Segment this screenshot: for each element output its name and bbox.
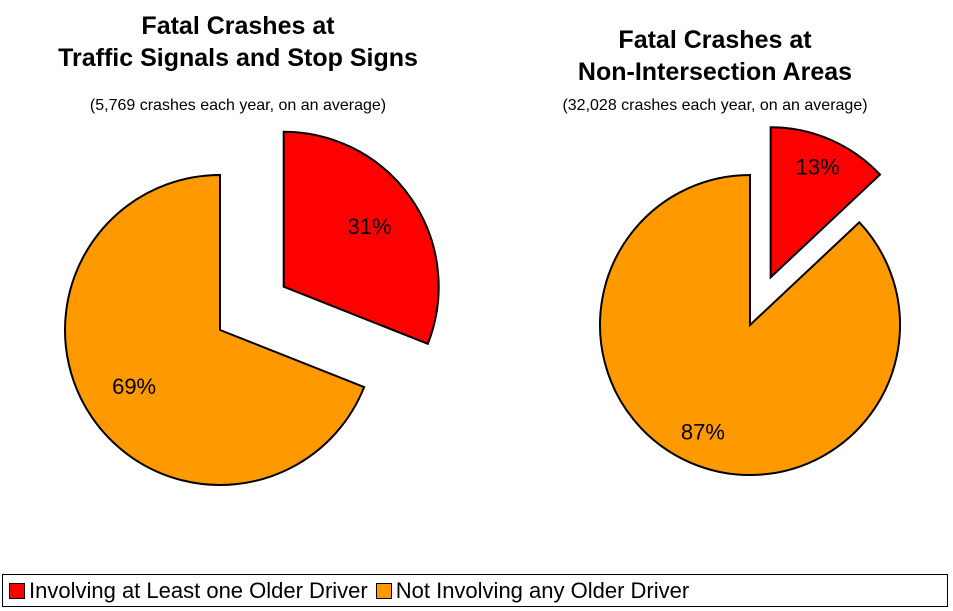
- legend-label: Involving at Least one Older Driver: [29, 577, 368, 603]
- pie-slice: [282, 130, 440, 346]
- chart-subtitle: (5,769 crashes each year, on an average): [89, 97, 387, 114]
- legend: Involving at Least one Older Driver Not …: [2, 574, 948, 607]
- chart-title: Fatal Crashes at Non-Intersection Areas: [577, 26, 853, 86]
- legend-item: Not Involving any Older Driver: [375, 577, 690, 604]
- legend-item: Involving at Least one Older Driver: [9, 578, 368, 604]
- data-label: 31%: [348, 214, 392, 239]
- legend-label: Not Involving any Older Driver: [395, 577, 690, 603]
- data-label: 13%: [796, 154, 840, 179]
- legend-swatch: [9, 582, 25, 599]
- chart-subtitle: (32,028 crashes each year, on an average…: [562, 97, 868, 114]
- pie-slice: [769, 126, 882, 280]
- pies: 31% 69% 13% 87%: [64, 126, 901, 486]
- chart-title: Fatal Crashes at Traffic Signals and Sto…: [58, 12, 418, 72]
- pie-slice: [64, 173, 366, 486]
- data-label: 69%: [112, 374, 156, 399]
- pie-slice: [599, 173, 901, 476]
- data-label: 87%: [681, 420, 725, 445]
- legend-swatch: [375, 582, 392, 599]
